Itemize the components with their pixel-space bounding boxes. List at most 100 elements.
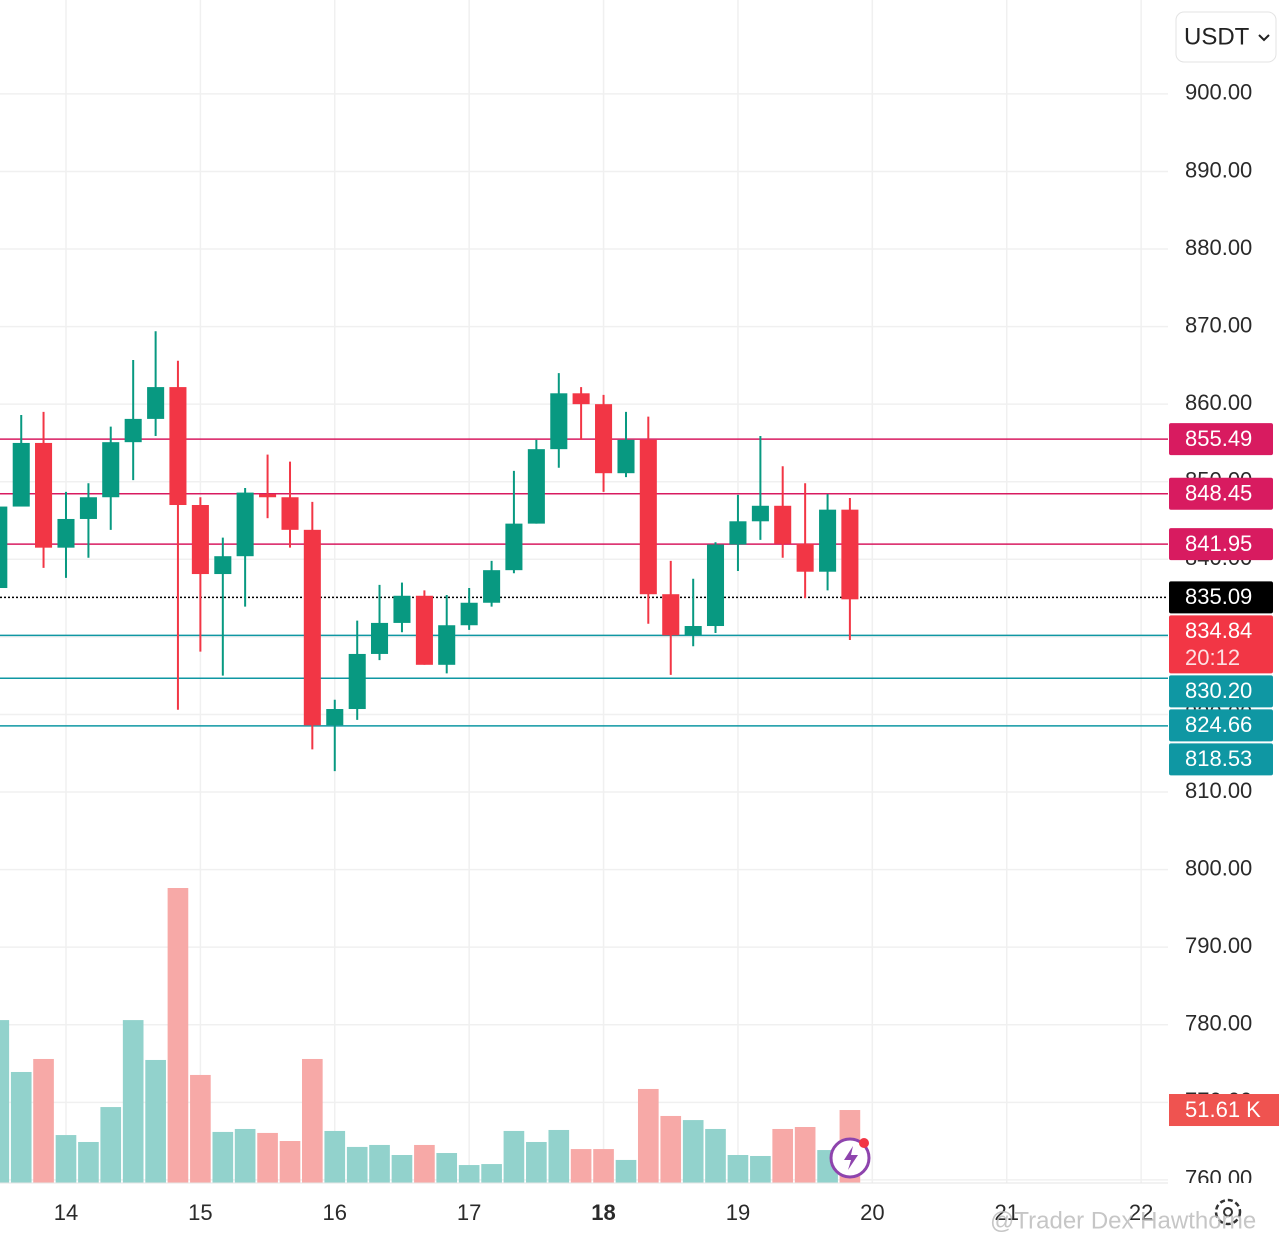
price-tag bbox=[1169, 709, 1273, 742]
gear[interactable] bbox=[1214, 1198, 1242, 1226]
candle-body bbox=[550, 393, 568, 450]
candle-body bbox=[774, 505, 792, 544]
volume-bar bbox=[55, 1135, 77, 1183]
candle-body bbox=[57, 518, 75, 548]
volume-bar bbox=[772, 1128, 794, 1183]
grid bbox=[0, 0, 1168, 1183]
volume-bar bbox=[190, 1074, 211, 1183]
x-tick-label: 20 bbox=[860, 1200, 884, 1225]
candle-body bbox=[147, 387, 165, 419]
volume-bar bbox=[548, 1129, 570, 1183]
x-tick-label: 18 bbox=[591, 1200, 615, 1225]
volume-bar bbox=[346, 1146, 368, 1183]
price-tag-label: 830.20 bbox=[1185, 678, 1252, 703]
currency-label[interactable]: USDT bbox=[1184, 23, 1250, 50]
volume-bar bbox=[637, 1088, 659, 1183]
x-tick-label: 17 bbox=[457, 1200, 481, 1225]
price-tag-label: 855.49 bbox=[1185, 426, 1252, 451]
volume-bar bbox=[302, 1058, 323, 1183]
volume-bar bbox=[682, 1120, 704, 1183]
price-tag bbox=[1169, 615, 1273, 674]
x-tick-label: 22 bbox=[1129, 1200, 1153, 1225]
candle-body bbox=[729, 521, 747, 545]
price-tag bbox=[1169, 528, 1273, 561]
candle-body bbox=[662, 594, 680, 636]
candle-body bbox=[841, 509, 859, 600]
volume-bar bbox=[122, 1020, 144, 1183]
y-tick-label: 880.00 bbox=[1185, 235, 1252, 260]
time-axis-bg bbox=[0, 1183, 1287, 1250]
volume-bar bbox=[279, 1140, 301, 1183]
candle-body bbox=[572, 393, 590, 405]
price-tag bbox=[1169, 675, 1273, 708]
lightning-button[interactable] bbox=[829, 1137, 871, 1179]
price-tag-label: 834.84 bbox=[1185, 618, 1252, 643]
volume-tag-label: 51.61 K bbox=[1185, 1097, 1261, 1122]
candle-body bbox=[751, 505, 769, 522]
y-tick-label: 800.00 bbox=[1185, 855, 1252, 880]
y-tick-label: 890.00 bbox=[1185, 157, 1252, 182]
volume-bar bbox=[705, 1128, 726, 1183]
price-tag-label: 841.95 bbox=[1185, 531, 1252, 556]
volume-bar bbox=[660, 1115, 682, 1183]
volume-bar bbox=[0, 1020, 10, 1183]
x-tick-label: 16 bbox=[323, 1200, 347, 1225]
currency-box[interactable] bbox=[1175, 11, 1277, 63]
price-tag-label: 818.53 bbox=[1185, 746, 1252, 771]
price-tag bbox=[1169, 423, 1273, 456]
watermark: @Trader Dex Hawthorne bbox=[990, 1207, 1256, 1234]
price-tag bbox=[1169, 581, 1273, 614]
candle-body bbox=[639, 439, 657, 595]
candle-body bbox=[326, 709, 344, 726]
volume-bar bbox=[794, 1126, 816, 1183]
candle-body bbox=[281, 497, 299, 530]
candle-body bbox=[79, 497, 97, 519]
currency-select[interactable]: USDT bbox=[1175, 11, 1277, 63]
volume-bar bbox=[234, 1128, 256, 1183]
candle-body bbox=[348, 653, 366, 710]
x-tick-label: 14 bbox=[54, 1200, 78, 1225]
candle-body bbox=[796, 543, 814, 572]
candle-body bbox=[595, 404, 613, 474]
price-tag bbox=[1169, 477, 1273, 510]
volume-bar bbox=[503, 1130, 525, 1183]
volume-tag bbox=[1169, 1094, 1279, 1127]
candle-body bbox=[415, 595, 433, 665]
volume-bar bbox=[727, 1154, 749, 1183]
price-tag bbox=[1169, 743, 1273, 776]
settings-button[interactable] bbox=[1214, 1198, 1242, 1226]
volume-bar bbox=[324, 1130, 346, 1183]
volume-bar bbox=[10, 1071, 32, 1183]
x-tick-label: 15 bbox=[188, 1200, 212, 1225]
price-tag-label: 848.45 bbox=[1185, 481, 1252, 506]
y-tick-label: 870.00 bbox=[1185, 312, 1252, 337]
candle-body bbox=[393, 595, 411, 623]
volume-bar bbox=[33, 1058, 54, 1183]
candle-body bbox=[214, 556, 232, 575]
y-tick-label: 810.00 bbox=[1185, 778, 1252, 803]
volume-bar bbox=[526, 1141, 547, 1183]
candle-body bbox=[684, 626, 702, 636]
candle-body bbox=[12, 442, 30, 507]
volume-bar bbox=[100, 1107, 122, 1183]
y-tick-label: 900.00 bbox=[1185, 80, 1252, 105]
price-tag-label: 835.09 bbox=[1185, 584, 1252, 609]
y-tick-label: 780.00 bbox=[1185, 1011, 1252, 1036]
candle-body bbox=[819, 509, 837, 572]
candle-body bbox=[0, 506, 8, 589]
candle-body bbox=[505, 523, 523, 571]
candle-body bbox=[617, 439, 635, 474]
volume-bar bbox=[481, 1164, 502, 1183]
x-tick-label: 21 bbox=[994, 1200, 1018, 1225]
volume bbox=[0, 888, 861, 1183]
price-tag-label: 824.66 bbox=[1185, 712, 1252, 737]
x-tick-label: 19 bbox=[726, 1200, 750, 1225]
candle-body bbox=[370, 622, 389, 654]
price-tag-label: 20:12 bbox=[1185, 645, 1240, 670]
volume-bar bbox=[391, 1154, 413, 1183]
y-tick-label: 790.00 bbox=[1185, 933, 1252, 958]
candle-body bbox=[259, 494, 277, 498]
volume-bar bbox=[436, 1153, 458, 1183]
